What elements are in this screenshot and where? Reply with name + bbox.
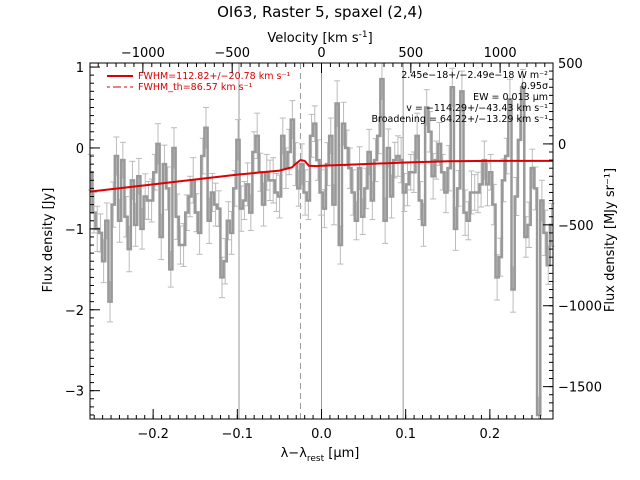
data-series <box>87 62 555 420</box>
right-tick-label: 0 <box>558 138 566 153</box>
fit-series <box>89 159 553 193</box>
y-tick-label: 0 <box>76 142 84 157</box>
annotation-text: EW = 0.013 μm <box>473 92 548 103</box>
chart-title: OI63, Raster 5, spaxel (2,4) <box>217 3 423 21</box>
y-tick-label: 1 <box>76 61 84 76</box>
y-tick-label: −1 <box>65 223 84 238</box>
right-tick-label: −1000 <box>558 300 602 315</box>
legend-label: FWHM=112.82+/−20.78 km s⁻¹ <box>138 71 290 82</box>
y-axis-title-right: Flux density [MJy sr⁻¹] <box>603 168 618 312</box>
reference-lines <box>238 63 404 419</box>
velocity-tick-label: 1000 <box>484 46 517 61</box>
annotation-text: v = −114.29+/−43.43 km s⁻¹ <box>406 103 548 114</box>
legend: FWHM=112.82+/−20.78 km s⁻¹FWHM_th=86.57 … <box>107 71 290 93</box>
annotation-text: 0.95σ <box>521 81 548 92</box>
fit-line <box>89 159 553 193</box>
right-tick-label: −1500 <box>558 381 602 396</box>
x-tick-label: −0.1 <box>222 427 254 442</box>
x-tick-label: 0.1 <box>395 427 416 442</box>
y-tick-label: −2 <box>65 304 84 319</box>
y-tick-label: −3 <box>65 385 84 400</box>
x-tick-label: −0.2 <box>137 427 169 442</box>
velocity-tick-label: −500 <box>214 46 250 61</box>
legend-label: FWHM_th=86.57 km s⁻¹ <box>138 82 253 93</box>
x-tick-label: 0.0 <box>311 427 332 442</box>
x-axis-title: λ−λrest [μm] <box>281 446 360 464</box>
y-axis-title-left: Flux density [Jy] <box>41 188 56 293</box>
annotation-text: Broadening = 64.22+/−13.29 km s⁻¹ <box>371 114 548 125</box>
data-step-line <box>90 77 553 417</box>
top-axis-title: Velocity [km s-1] <box>267 30 372 46</box>
right-tick-label: −500 <box>558 219 594 234</box>
axis-ticks: −0.2 −0.1 0.0 0.1 0.2 −1000 −500 0 500 1000 1 0 −1 −2… <box>65 46 602 442</box>
x-tick-label: 0.2 <box>480 427 501 442</box>
right-tick-label: 500 <box>558 57 583 72</box>
velocity-tick-label: 0 <box>317 46 325 61</box>
velocity-tick-label: 500 <box>398 46 423 61</box>
velocity-tick-label: −1000 <box>121 46 165 61</box>
annotation-text: 2.45e−18+/−2.49e−18 W m⁻² <box>401 70 548 81</box>
